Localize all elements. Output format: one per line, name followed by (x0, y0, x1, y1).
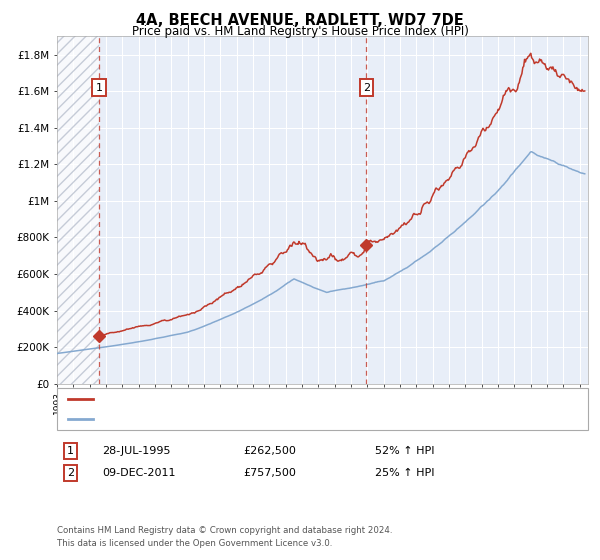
Text: 4A, BEECH AVENUE, RADLETT, WD7 7DE: 4A, BEECH AVENUE, RADLETT, WD7 7DE (136, 13, 464, 29)
Text: £262,500: £262,500 (243, 446, 296, 456)
Text: 52% ↑ HPI: 52% ↑ HPI (375, 446, 434, 456)
Text: 25% ↑ HPI: 25% ↑ HPI (375, 468, 434, 478)
Text: 1: 1 (67, 446, 74, 456)
Text: This data is licensed under the Open Government Licence v3.0.: This data is licensed under the Open Gov… (57, 539, 332, 548)
Text: 2: 2 (363, 82, 370, 92)
Text: Contains HM Land Registry data © Crown copyright and database right 2024.: Contains HM Land Registry data © Crown c… (57, 526, 392, 535)
Text: 09-DEC-2011: 09-DEC-2011 (102, 468, 176, 478)
Text: 28-JUL-1995: 28-JUL-1995 (102, 446, 170, 456)
Text: Price paid vs. HM Land Registry's House Price Index (HPI): Price paid vs. HM Land Registry's House … (131, 25, 469, 38)
Text: HPI: Average price, detached house, Hertsmere: HPI: Average price, detached house, Hert… (98, 414, 363, 423)
Text: 1: 1 (95, 82, 103, 92)
Text: 4A, BEECH AVENUE, RADLETT, WD7 7DE (detached house): 4A, BEECH AVENUE, RADLETT, WD7 7DE (deta… (98, 394, 424, 404)
Text: £757,500: £757,500 (243, 468, 296, 478)
Text: 2: 2 (67, 468, 74, 478)
